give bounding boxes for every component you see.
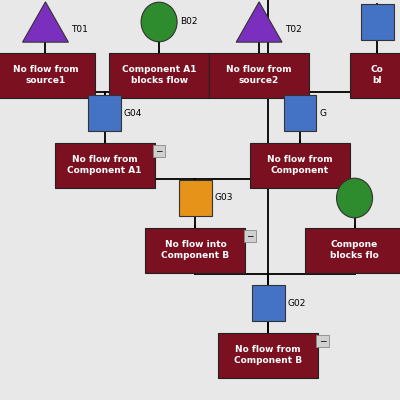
Text: B02: B02: [180, 18, 197, 26]
Circle shape: [141, 2, 177, 42]
FancyBboxPatch shape: [109, 52, 209, 98]
Text: No flow from
source1: No flow from source1: [13, 65, 78, 85]
Polygon shape: [236, 2, 282, 42]
FancyBboxPatch shape: [252, 285, 284, 321]
Text: No flow from
source2: No flow from source2: [226, 65, 292, 85]
Text: −: −: [246, 231, 254, 240]
FancyBboxPatch shape: [250, 142, 350, 188]
FancyBboxPatch shape: [54, 142, 154, 188]
Text: No flow from
Component A1: No flow from Component A1: [67, 155, 142, 175]
Text: G03: G03: [214, 194, 233, 202]
FancyBboxPatch shape: [179, 180, 212, 216]
FancyBboxPatch shape: [209, 52, 309, 98]
Text: −: −: [319, 336, 326, 345]
Text: Co
bl: Co bl: [371, 65, 384, 85]
Text: G02: G02: [287, 298, 306, 308]
FancyBboxPatch shape: [0, 52, 96, 98]
FancyBboxPatch shape: [361, 4, 394, 40]
FancyBboxPatch shape: [350, 52, 400, 98]
Text: No flow from
Component B: No flow from Component B: [234, 345, 302, 365]
FancyBboxPatch shape: [153, 144, 166, 156]
FancyBboxPatch shape: [88, 95, 121, 131]
FancyBboxPatch shape: [146, 228, 246, 272]
Text: T01: T01: [71, 25, 88, 34]
Text: G04: G04: [124, 108, 142, 118]
Text: Component A1
blocks flow: Component A1 blocks flow: [122, 65, 196, 85]
Text: Compone
blocks flo: Compone blocks flo: [330, 240, 379, 260]
Text: No flow into
Component B: No flow into Component B: [161, 240, 230, 260]
FancyBboxPatch shape: [304, 228, 400, 272]
FancyBboxPatch shape: [316, 334, 329, 346]
Text: −: −: [155, 146, 163, 155]
Polygon shape: [22, 2, 68, 42]
FancyBboxPatch shape: [244, 230, 256, 242]
Text: G: G: [319, 108, 326, 118]
FancyBboxPatch shape: [284, 95, 316, 131]
Circle shape: [336, 178, 372, 218]
FancyBboxPatch shape: [218, 332, 318, 378]
Text: No flow from
Component: No flow from Component: [267, 155, 333, 175]
Text: T02: T02: [285, 25, 302, 34]
